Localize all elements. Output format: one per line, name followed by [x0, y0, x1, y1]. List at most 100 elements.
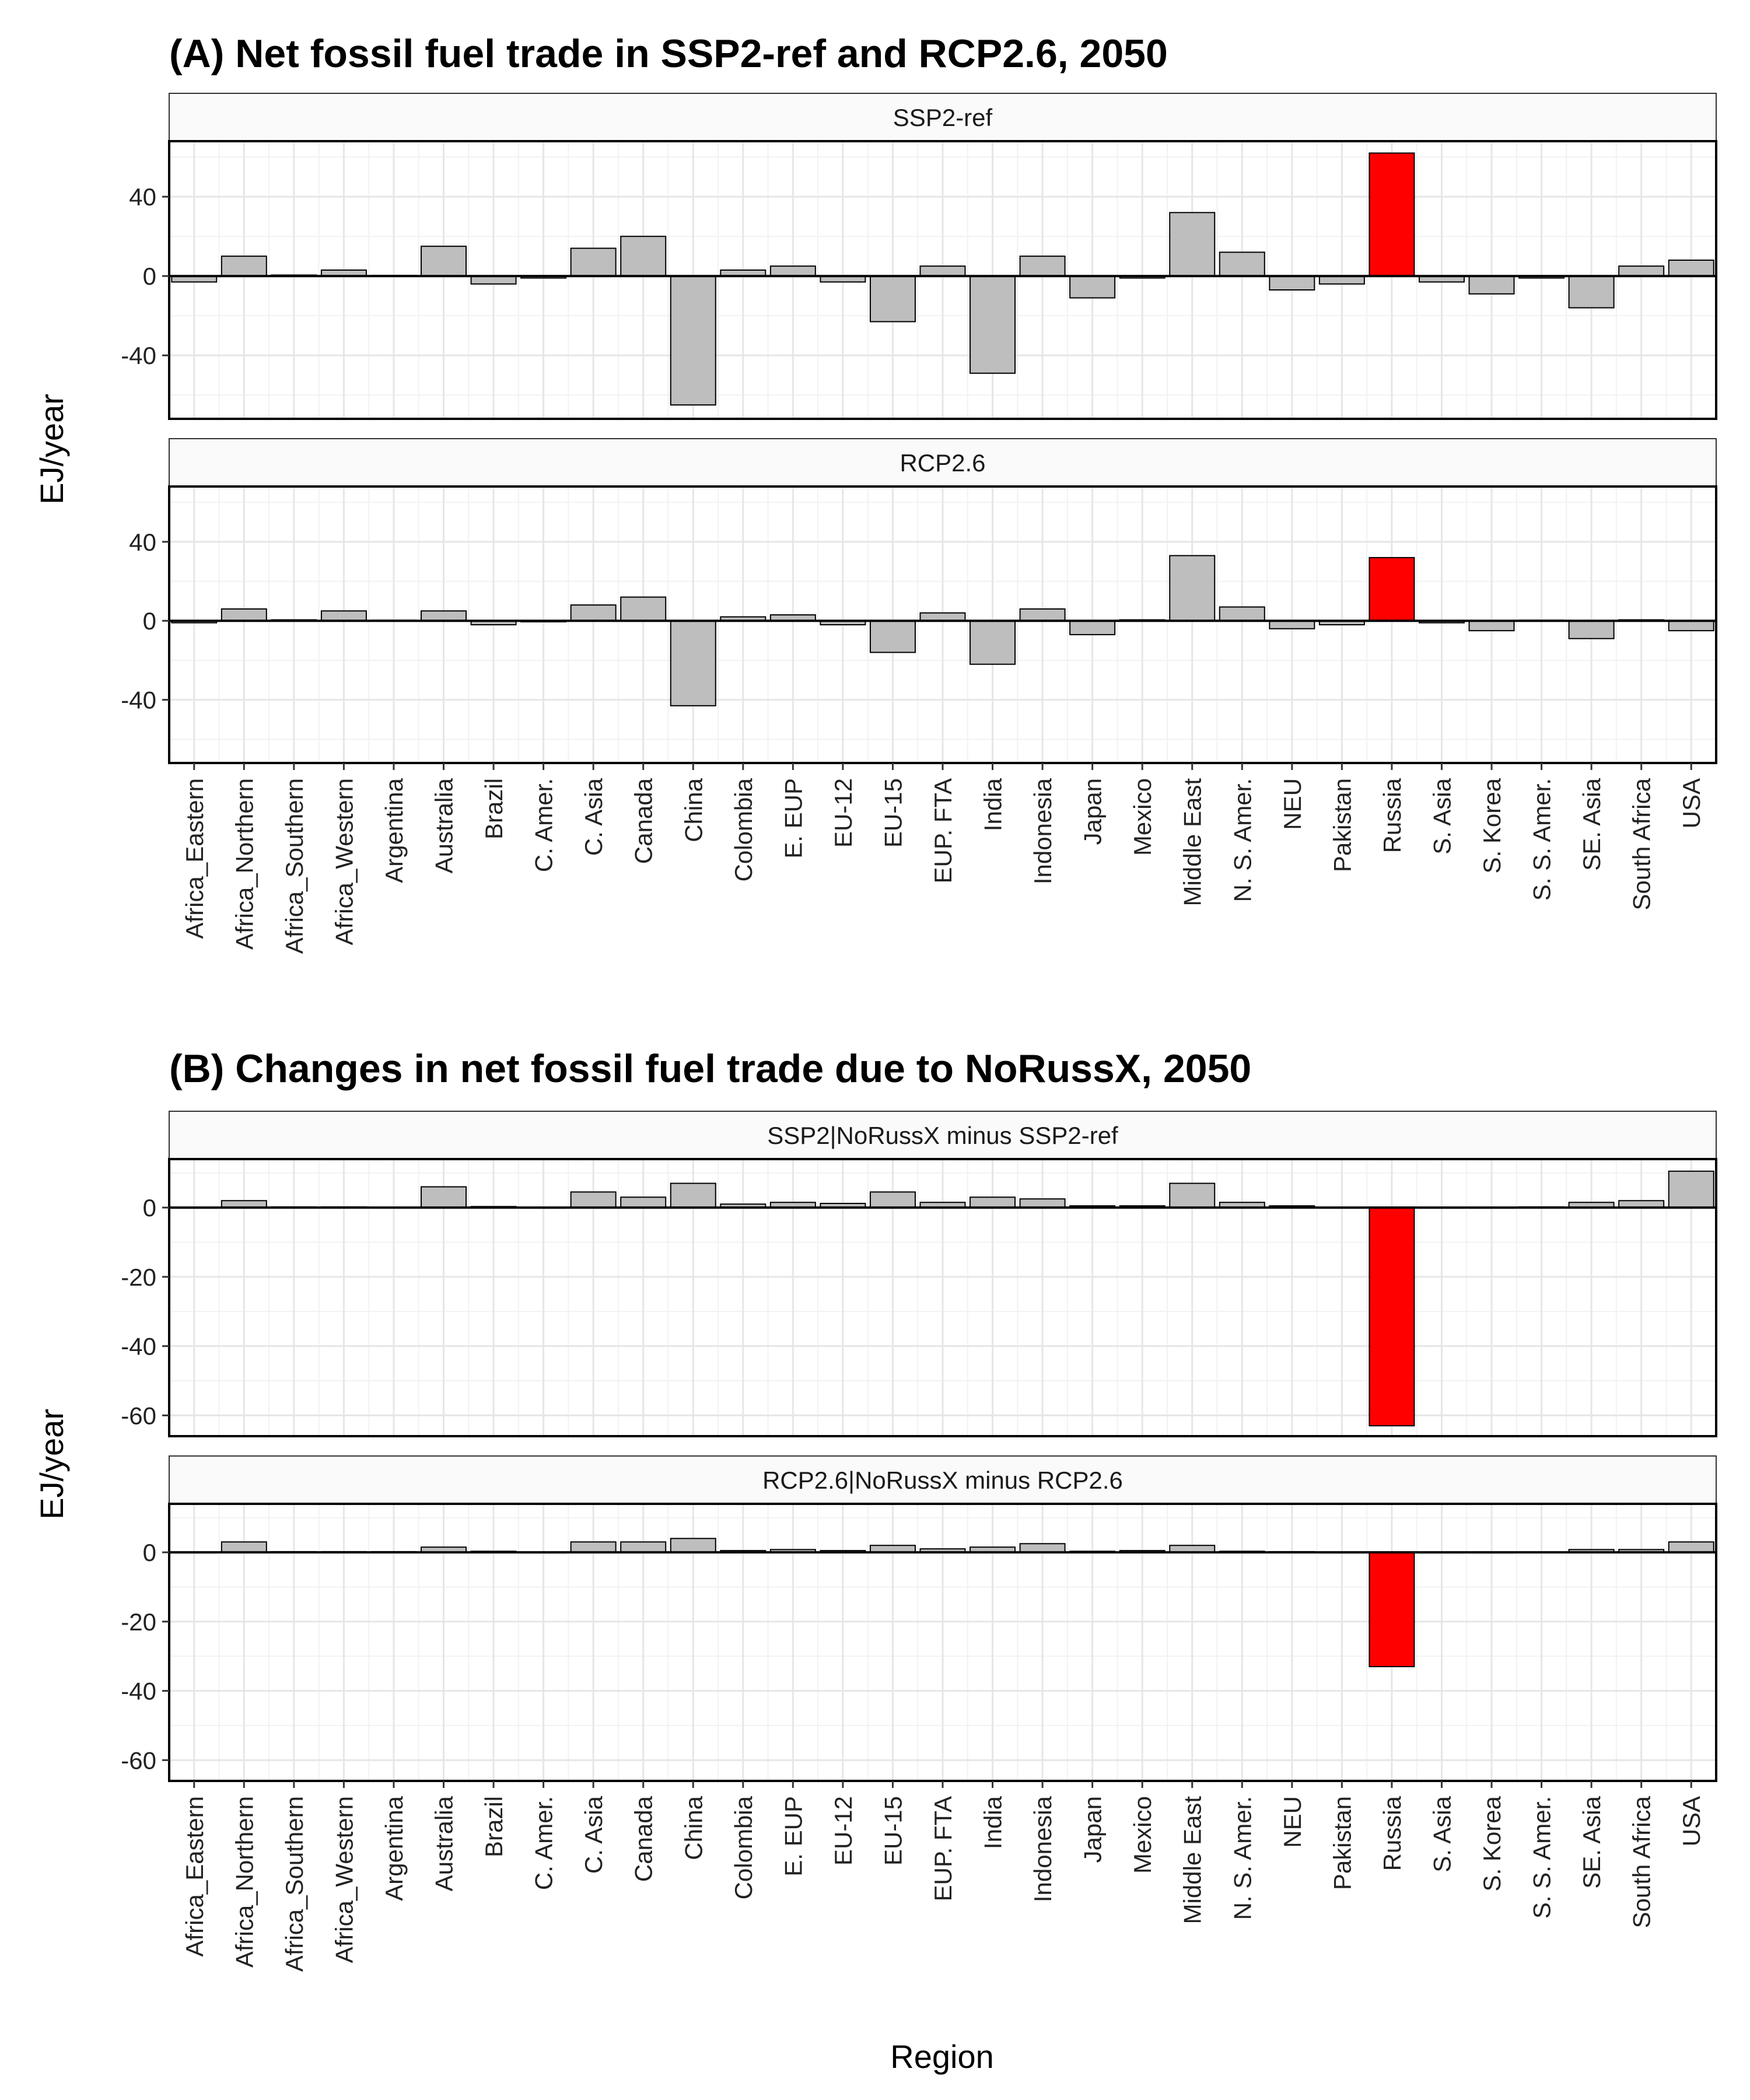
x-tick-label: SE. Asia — [1578, 778, 1605, 870]
bar-russia — [1368, 1207, 1415, 1427]
x-tick-label: S. Korea — [1478, 1796, 1506, 1891]
y-tick-label: 0 — [143, 607, 156, 635]
bar-s-korea — [1468, 275, 1515, 295]
bar-middle-east — [1169, 1182, 1216, 1209]
x-tick-label: Japan — [1079, 778, 1107, 845]
x-tick-label: Canada — [630, 778, 657, 864]
panel-1-0: SSP2|NoRussX minus SSP2-ref -60 -40 -20 0 — [121, 1111, 1717, 1437]
bar-australia — [421, 610, 467, 622]
x-tick-label: Africa_Northern — [230, 778, 258, 950]
bar-se-asia — [1568, 620, 1615, 639]
bar-australia — [421, 246, 467, 277]
x-tick-label: Brazil — [480, 1796, 508, 1857]
panel-1-1: RCP2.6|NoRussX minus RCP2.6 -60 -40 -20 0 Afr… — [121, 1455, 1717, 1972]
x-tick-label: Middle East — [1179, 778, 1206, 907]
x-tick-label: S. Asia — [1428, 1796, 1455, 1872]
bar-indonesia — [1019, 1198, 1066, 1209]
x-tick-label: Colombia — [730, 778, 757, 881]
x-tick-label: Brazil — [480, 778, 508, 839]
x-tick-label: USA — [1678, 778, 1705, 828]
chart-a-ylabel: EJ/year — [33, 394, 70, 505]
bar-china — [670, 620, 716, 706]
y-tick-label: 40 — [129, 183, 156, 211]
bar-indonesia — [1019, 256, 1066, 277]
bar-india — [970, 275, 1016, 374]
bar-indonesia — [1019, 608, 1066, 622]
facet-strip — [169, 1111, 1717, 1160]
x-tick-label: South Africa — [1628, 778, 1656, 910]
x-tick-label: Argentina — [380, 1796, 408, 1901]
x-tick-label: EU-12 — [830, 1796, 857, 1866]
x-tick-label: EU-15 — [879, 1796, 907, 1866]
panel-0-1: RCP2.6 -40 0 40 Africa_Eastern Africa_Norther… — [121, 438, 1717, 954]
bar-indonesia — [1019, 1543, 1066, 1553]
x-tick-label: C. Asia — [580, 778, 607, 856]
chart-b-title: (B) Changes in net fossil fuel trade due… — [169, 1046, 1251, 1091]
x-tick-label: Middle East — [1179, 1796, 1206, 1924]
bar-russia — [1368, 1552, 1415, 1668]
panel-border — [168, 1158, 1717, 1437]
x-tick-label: SE. Asia — [1578, 1796, 1605, 1888]
bar-c-asia — [570, 1191, 617, 1209]
facet-label: SSP2|NoRussX minus SSP2-ref — [767, 1122, 1118, 1149]
bar-japan — [1069, 275, 1116, 299]
facet-strip — [169, 1455, 1717, 1504]
facet-label: RCP2.6 — [900, 449, 985, 477]
bar-c-asia — [570, 1541, 617, 1553]
x-tick-label: S. Asia — [1428, 778, 1455, 854]
x-tick-label: N. S. Amer. — [1228, 1796, 1256, 1920]
x-tick-label: India — [979, 778, 1007, 831]
y-tick-label: 0 — [143, 262, 156, 290]
panel-0-0: SSP2-ref -40 0 40 — [121, 93, 1717, 420]
bar-eup-fta — [919, 612, 966, 622]
bar-neu — [1269, 620, 1315, 629]
bar-eu-15 — [869, 275, 916, 323]
x-tick-label: E. EUP — [779, 1796, 807, 1877]
bar-eup-fta — [919, 265, 966, 277]
bar-c-asia — [570, 247, 617, 277]
y-tick-label: 40 — [129, 528, 156, 556]
bar-middle-east — [1169, 212, 1216, 277]
bar-africa-northern — [220, 1541, 267, 1553]
y-tick-label: -20 — [121, 1264, 156, 1291]
x-tick-label: Africa_Southern — [281, 1796, 308, 1972]
y-tick-label: -40 — [121, 342, 156, 369]
bar-middle-east — [1169, 555, 1216, 622]
bar-japan — [1069, 620, 1116, 635]
x-tick-label: EU-15 — [879, 778, 907, 848]
bar-canada — [620, 1196, 667, 1209]
x-tick-label: Japan — [1079, 1796, 1107, 1863]
x-tick-label: Russia — [1378, 778, 1406, 853]
bar-usa — [1668, 1170, 1714, 1209]
bar-n-s-amer- — [1219, 606, 1265, 622]
x-tick-label: South Africa — [1628, 1796, 1656, 1928]
bar-russia — [1368, 556, 1415, 622]
x-tick-label: EUP. FTA — [929, 778, 957, 884]
bar-neu — [1269, 275, 1315, 291]
x-tick-label: EUP. FTA — [929, 1796, 957, 1902]
bar-e-eup — [769, 265, 816, 277]
x-tick-label: Africa_Eastern — [181, 778, 208, 939]
bar-australia — [421, 1186, 467, 1209]
chart-b-ylabel: EJ/year — [33, 1409, 70, 1520]
bar-usa — [1668, 1541, 1714, 1553]
facet-label: RCP2.6|NoRussX minus RCP2.6 — [762, 1466, 1123, 1494]
panel-border — [168, 140, 1717, 420]
x-tick-label: Canada — [630, 1796, 657, 1882]
x-tick-label: S. S. Amer. — [1528, 778, 1556, 901]
bar-china — [670, 1538, 716, 1553]
bar-usa — [1668, 260, 1714, 277]
bar-pakistan — [1318, 275, 1365, 285]
x-tick-label: USA — [1678, 1796, 1705, 1846]
bar-canada — [620, 236, 667, 277]
x-tick-label: C. Amer. — [530, 1796, 558, 1890]
x-tick-label: Pakistan — [1328, 1796, 1356, 1890]
facet-strip — [169, 438, 1717, 487]
x-tick-label: N. S. Amer. — [1228, 778, 1256, 902]
bar-c-asia — [570, 604, 617, 622]
chart-a-title: (A) Net fossil fuel trade in SSP2-ref an… — [169, 32, 1168, 76]
x-tick-label: India — [979, 1796, 1007, 1849]
x-tick-label: Indonesia — [1029, 1796, 1056, 1902]
bar-south-africa — [1618, 265, 1665, 277]
x-tick-label: NEU — [1279, 778, 1306, 830]
